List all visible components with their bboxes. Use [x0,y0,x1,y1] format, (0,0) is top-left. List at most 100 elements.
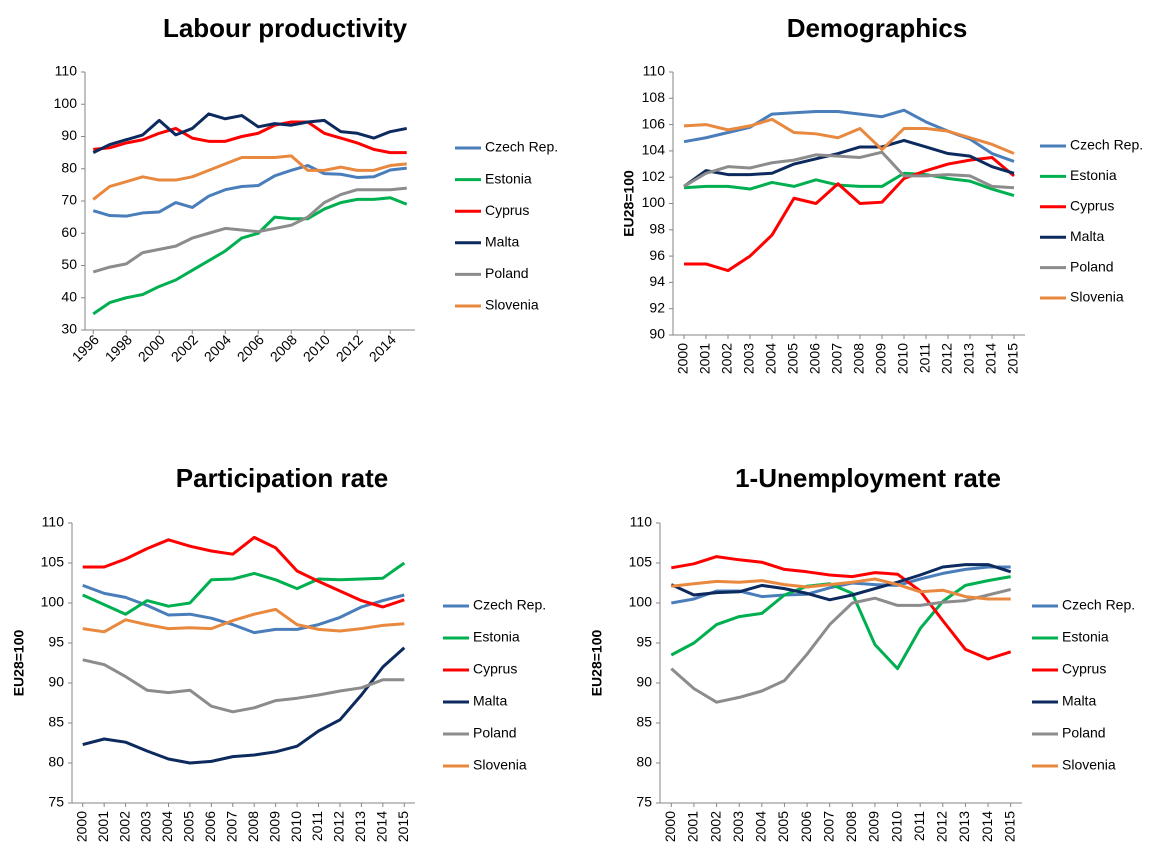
x-tick-label: 2012 [934,811,950,842]
legend-label: Estonia [473,629,520,645]
series-line [82,607,405,634]
y-tick-label: 60 [61,224,77,240]
series-line [82,646,406,765]
y-tick-label: 75 [48,794,64,810]
legend-label: Cyprus [1062,661,1106,677]
series-line [683,117,1015,155]
y-tick-label: 110 [42,514,65,530]
x-tick-label: 2010 [288,811,304,842]
y-tick-label: 102 [642,168,666,184]
legend-label: Estonia [1070,167,1117,183]
y-tick-label: 90 [48,674,64,690]
x-tick-label: 2001 [685,811,701,842]
series-line [670,563,1012,602]
y-axis-label: EU28=100 [11,630,27,697]
series-line [92,154,407,201]
y-tick-label: 70 [61,192,77,208]
x-tick-label: 2001 [95,811,111,842]
y-tick-label: 100 [629,594,653,610]
x-tick-label: 2014 [366,331,399,364]
legend-label: Malta [473,693,507,709]
x-tick-label: 2008 [851,343,867,374]
y-tick-label: 110 [55,63,78,79]
legend-label: Czech Rep. [473,597,546,613]
series-line [683,150,1015,190]
series-line [93,120,407,155]
x-tick-label: 2012 [939,343,955,374]
x-tick-label: 2006 [798,811,814,842]
y-tick-label: 95 [48,634,64,650]
legend-label: Malta [1070,228,1104,244]
y-tick-label: 40 [61,288,77,304]
chart-title: Labour productivity [163,13,408,43]
x-tick-label: 2002 [719,343,735,374]
series-line [92,164,407,218]
y-tick-label: 80 [48,754,64,770]
chart-panel: Demographics EU28=100 90 92 94 96 98 100 102 104 1… [621,13,1143,374]
legend-label: Poland [1062,725,1106,741]
legend-label: Cyprus [1070,198,1114,214]
x-tick-label: 2008 [245,811,261,842]
chart-panel: 1-Unemployment rate EU28=100 75 80 85 90 95 100… [589,463,1135,842]
series-line [671,555,1012,661]
x-tick-label: 2011 [917,343,933,373]
x-tick-label: 2003 [138,811,154,842]
y-tick-label: 108 [642,89,666,105]
y-tick-label: 92 [649,299,665,315]
series-line [92,186,407,274]
y-tick-label: 105 [629,554,653,570]
y-tick-label: 95 [636,634,652,650]
legend-label: Slovenia [485,297,539,313]
series-line [671,577,1011,601]
y-tick-label: 96 [649,247,665,263]
x-tick-label: 2005 [775,811,791,842]
x-tick-label: 2009 [873,343,889,374]
x-tick-label: 2006 [807,343,823,374]
y-tick-label: 100 [41,594,65,610]
x-tick-label: 2013 [961,343,977,374]
series-line [683,171,1015,198]
y-axis-label: EU28=100 [621,170,637,237]
y-axis-label: EU28=100 [589,630,605,697]
legend-label: Malta [1062,693,1096,709]
legend-label: Estonia [1062,629,1109,645]
x-tick-label: 2010 [300,331,333,364]
x-tick-label: 2004 [763,343,779,374]
x-tick-label: 1998 [102,331,135,364]
x-tick-label: 2000 [135,331,168,364]
series-line [82,535,405,609]
y-tick-label: 106 [642,115,666,131]
legend-label: Slovenia [1062,757,1116,773]
chart-panel: Labour productivity 30 40 50 60 70 80 90 100 110 1… [54,13,559,365]
x-tick-label: 2011 [309,811,325,841]
x-tick-label: 2004 [201,331,234,364]
x-tick-label: 2001 [697,343,713,374]
series-line [683,138,1015,188]
legend-label: Slovenia [473,757,527,773]
x-tick-label: 2002 [168,331,201,364]
legend-label: Cyprus [473,661,517,677]
x-tick-label: 2011 [911,811,927,841]
legend-label: Poland [473,725,517,741]
series-line [92,196,408,316]
legend-label: Poland [485,265,529,281]
x-tick-label: 2007 [829,343,845,374]
y-tick-label: 104 [642,142,666,158]
series-line [82,583,405,635]
y-tick-label: 105 [41,554,65,570]
x-tick-label: 2010 [888,811,904,842]
legend-label: Czech Rep. [485,139,558,155]
x-tick-label: 2012 [331,811,347,842]
y-tick-label: 75 [636,794,652,810]
chart-title: Participation rate [176,463,388,493]
y-tick-label: 90 [61,127,77,143]
x-tick-label: 2009 [866,811,882,842]
x-tick-label: 2004 [753,811,769,842]
x-tick-label: 2007 [820,811,836,842]
x-tick-label: 2015 [1001,811,1017,842]
y-tick-label: 94 [649,273,665,289]
y-tick-label: 50 [61,256,77,272]
y-tick-label: 100 [54,95,78,111]
x-tick-label: 2000 [675,343,691,374]
